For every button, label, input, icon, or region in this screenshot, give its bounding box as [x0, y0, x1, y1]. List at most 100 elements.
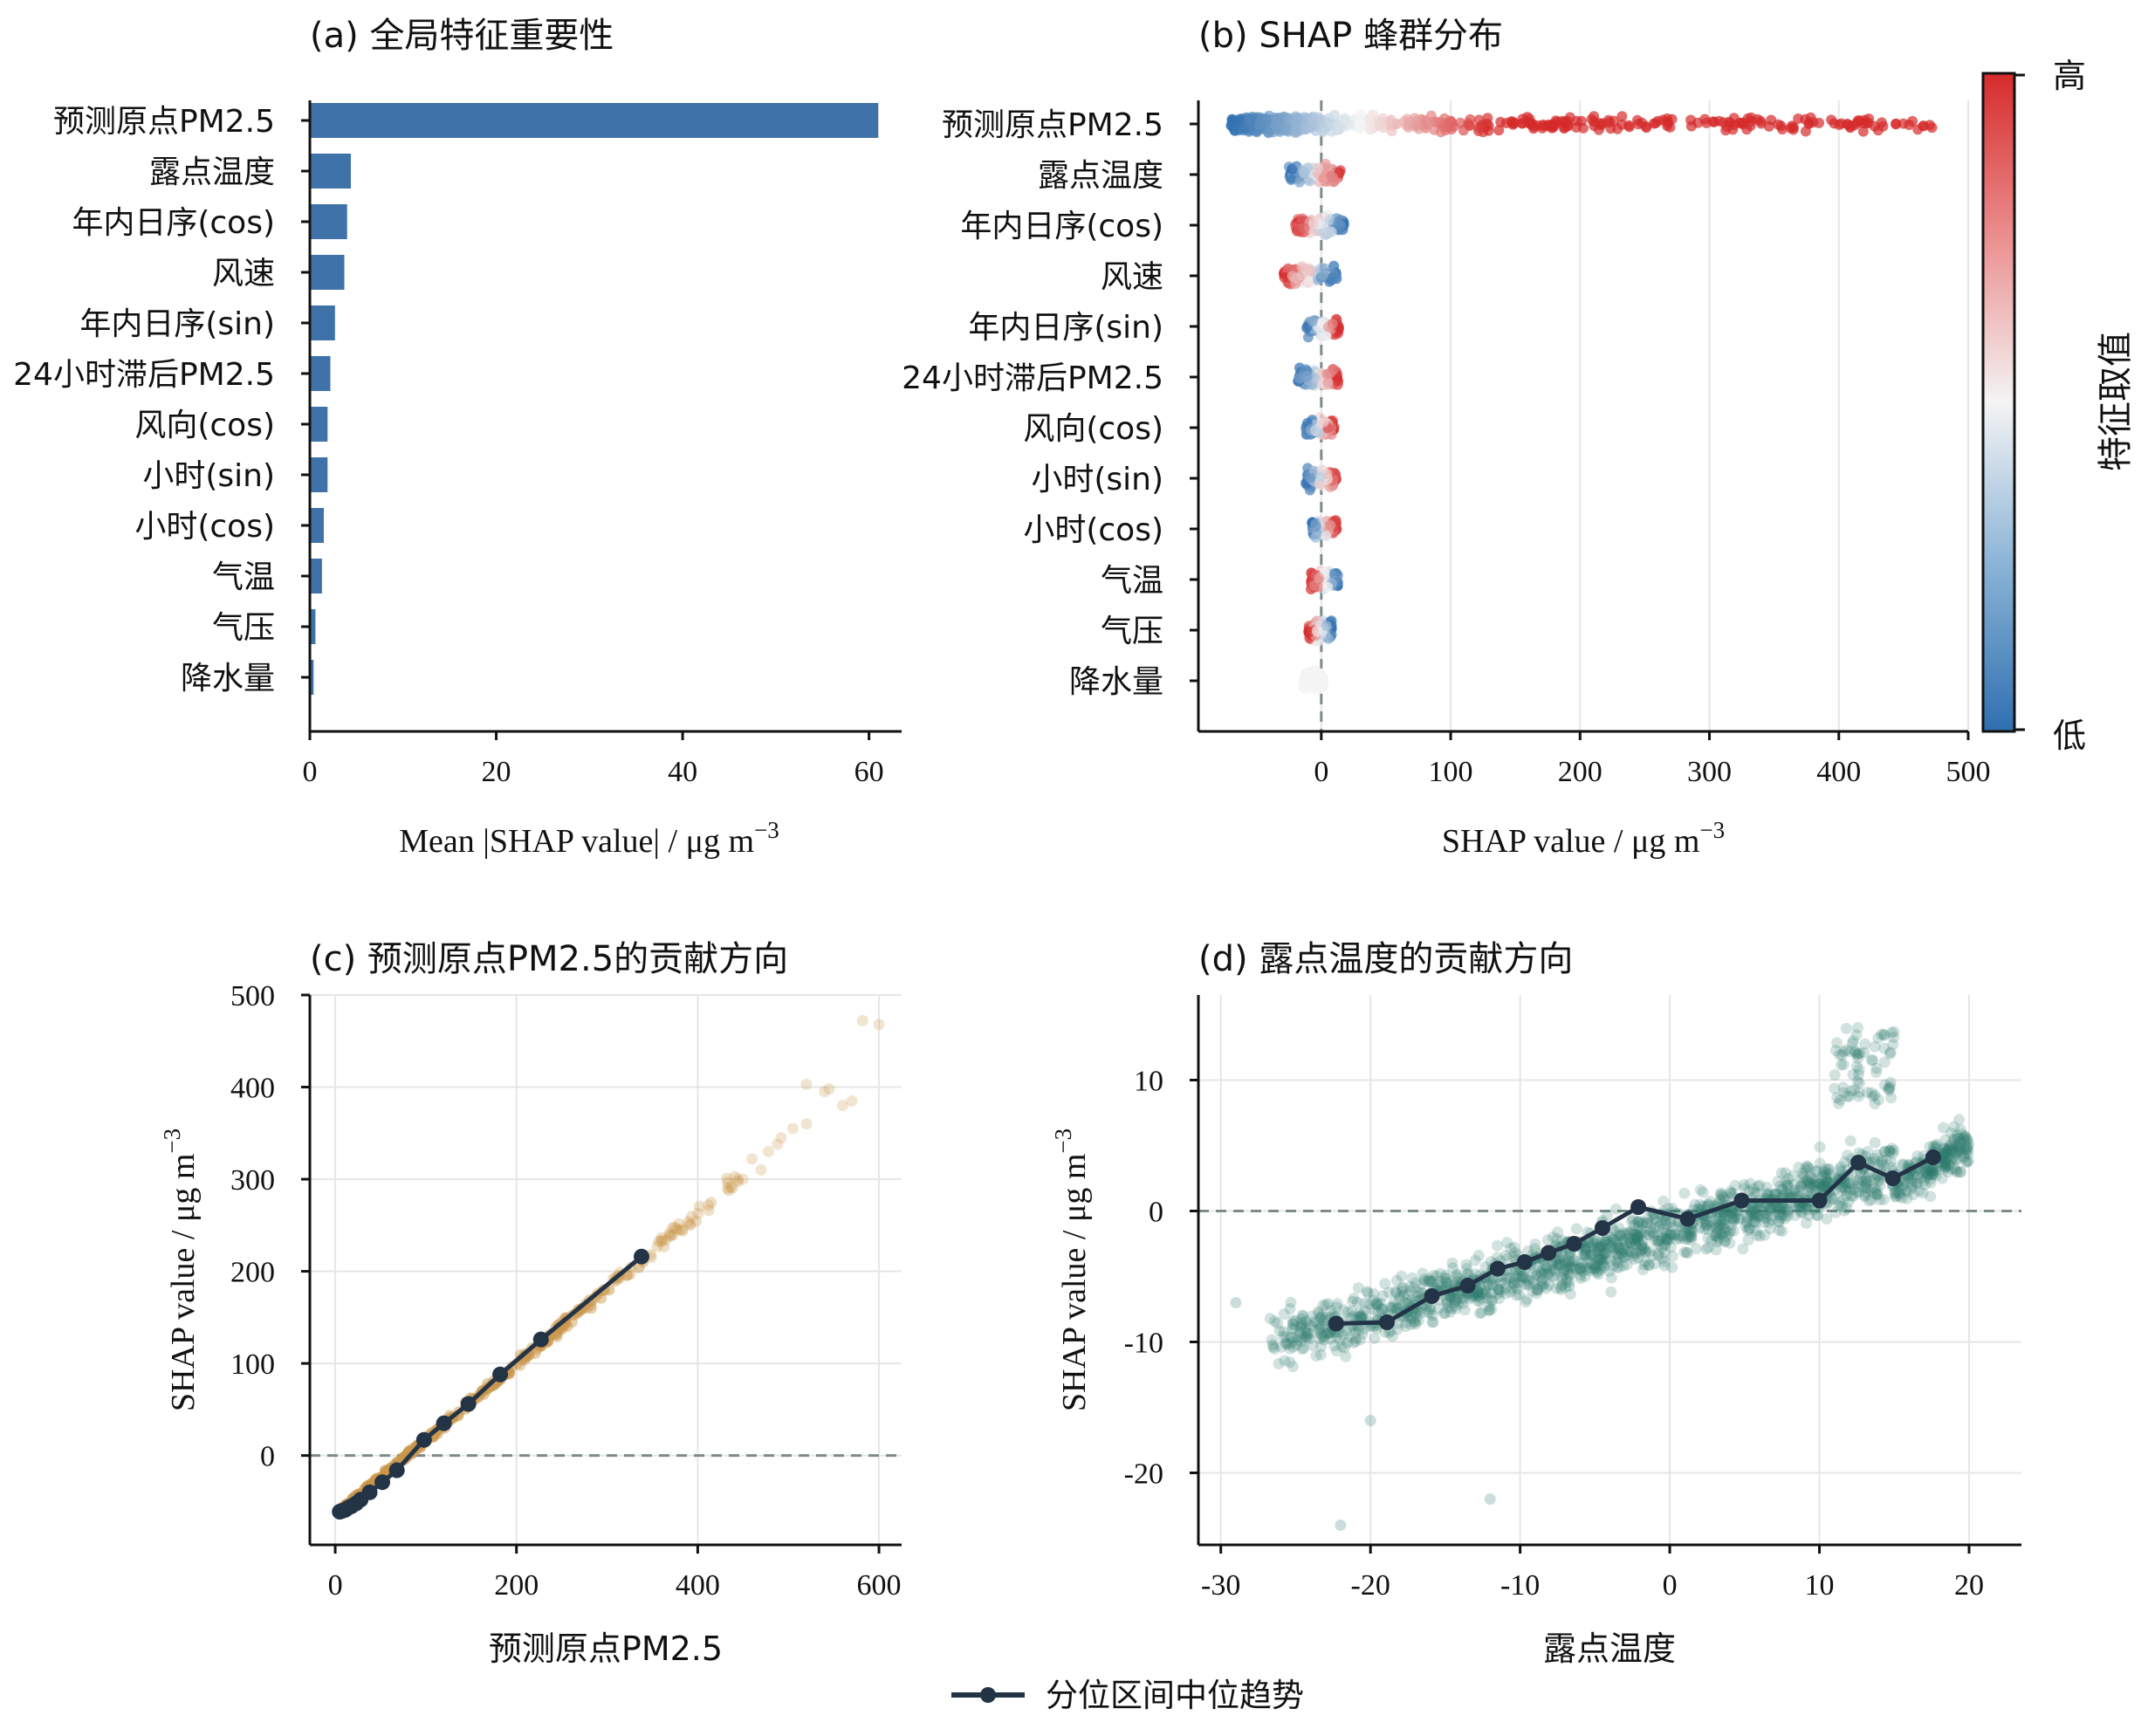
- panel-d-y-label: SHAP value / μg m−3: [1050, 1129, 1093, 1411]
- x-tick-label: 0: [328, 1569, 343, 1602]
- x-tick-label: -20: [1351, 1569, 1390, 1602]
- scatter-point: [856, 1015, 868, 1026]
- beeswarm-point: [1364, 113, 1376, 125]
- panel-c-x-label: 预测原点PM2.5: [489, 1630, 723, 1668]
- trend-marker: [1566, 1236, 1582, 1252]
- scatter-point: [1601, 1210, 1613, 1222]
- scatter-point: [800, 1078, 813, 1090]
- scatter-point: [1296, 1335, 1308, 1348]
- scatter-point: [1630, 1247, 1643, 1259]
- trend-marker: [1424, 1288, 1440, 1304]
- bar: [310, 154, 351, 189]
- scatter-point: [1844, 1135, 1856, 1147]
- y-tick-label: 露点温度: [149, 154, 275, 190]
- legend: 分位区间中位趋势: [951, 1677, 1304, 1714]
- scatter-point: [1379, 1278, 1391, 1290]
- scatter-point: [1351, 1296, 1363, 1308]
- y-tick-label: 400: [230, 1073, 275, 1105]
- panel-b-x-ticks: 0 100 200 300 400 500: [1314, 731, 1991, 788]
- scatter-point: [1884, 1046, 1897, 1059]
- panel-d: (d) 露点温度的贡献方向 -30 -20 -10 0 10 20 -20 -10 0 10 露…: [1050, 939, 2021, 1668]
- scatter-point: [1438, 1307, 1450, 1320]
- scatter-point: [1680, 1246, 1692, 1259]
- x-tick-label: 0: [1314, 756, 1328, 788]
- y-tick-label: 24小时滞后PM2.5: [902, 360, 1163, 396]
- scatter-point: [1273, 1325, 1286, 1337]
- beeswarm-point: [1483, 125, 1494, 136]
- panel-d-x-label: 露点温度: [1543, 1630, 1676, 1668]
- beeswarm-point: [1322, 377, 1334, 388]
- beeswarm-point: [1564, 112, 1575, 123]
- beeswarm-point: [1907, 115, 1918, 127]
- scatter-point: [1863, 1195, 1875, 1207]
- scatter-point: [1851, 1048, 1863, 1060]
- beeswarm-point: [1527, 118, 1538, 129]
- scatter-point: [1349, 1332, 1362, 1344]
- scatter-point: [1804, 1170, 1816, 1183]
- beeswarm-point: [1290, 115, 1301, 127]
- scatter-point: [1753, 1230, 1766, 1242]
- scatter-point: [1829, 1045, 1842, 1057]
- y-tick-label: 500: [230, 980, 275, 1012]
- beeswarm-point: [1793, 113, 1804, 124]
- beeswarm-point: [1299, 223, 1310, 234]
- scatter-point: [1339, 1341, 1350, 1354]
- beeswarm-point: [1301, 322, 1312, 333]
- x-tick-label: 60: [854, 756, 884, 788]
- scatter-point: [1922, 1168, 1934, 1180]
- panel-d-points: [1230, 1022, 1975, 1531]
- beeswarm-point: [1327, 172, 1338, 183]
- scatter-point: [1521, 1293, 1533, 1306]
- x-tick-label: 10: [1805, 1569, 1835, 1602]
- panel-c-y-ticks: 0 100 200 300 400 500: [230, 980, 310, 1473]
- trend-marker: [1679, 1211, 1696, 1227]
- beeswarm-point: [1263, 127, 1274, 139]
- scatter-point: [1840, 1044, 1852, 1056]
- x-tick-label: -10: [1500, 1569, 1540, 1602]
- panel-c-title: (c) 预测原点PM2.5的贡献方向: [310, 939, 788, 979]
- scatter-point: [1872, 1094, 1884, 1106]
- scatter-point: [1720, 1231, 1733, 1243]
- scatter-point: [823, 1083, 835, 1095]
- scatter-point: [1605, 1286, 1617, 1298]
- scatter-point: [1630, 1229, 1642, 1241]
- beeswarm-point: [1313, 162, 1324, 174]
- x-tick-label: -30: [1201, 1569, 1240, 1602]
- trend-marker: [388, 1462, 405, 1479]
- scatter-point: [1541, 1261, 1553, 1273]
- beeswarm-point: [1737, 119, 1748, 130]
- scatter-point: [1314, 1333, 1326, 1345]
- scatter-point: [1865, 1054, 1877, 1067]
- y-tick-label: 预测原点PM2.5: [942, 107, 1163, 143]
- scatter-point: [1554, 1254, 1566, 1266]
- scatter-point: [1230, 1297, 1242, 1308]
- beeswarm-point: [1294, 176, 1305, 188]
- y-tick-label: 风向(cos): [134, 408, 275, 443]
- trend-marker: [415, 1431, 432, 1448]
- beeswarm-point: [1685, 114, 1697, 126]
- beeswarm-point: [1315, 471, 1327, 483]
- trend-marker: [1328, 1315, 1344, 1332]
- beeswarm-point: [1788, 121, 1800, 133]
- panel-b-points: [1225, 109, 1938, 696]
- x-tick-label: 40: [668, 756, 697, 788]
- beeswarm-point: [1229, 116, 1240, 127]
- scatter-point: [1570, 1223, 1582, 1235]
- beeswarm-point: [1857, 126, 1869, 137]
- x-tick-label: 0: [303, 756, 318, 788]
- beeswarm-point: [1305, 472, 1316, 484]
- scatter-point: [692, 1207, 704, 1219]
- scatter-point: [1426, 1309, 1438, 1321]
- beeswarm-point: [1339, 114, 1350, 126]
- scatter-point: [1264, 1313, 1276, 1325]
- beeswarm-point: [1571, 122, 1582, 133]
- y-tick-label: 200: [230, 1257, 275, 1289]
- trend-marker: [1489, 1260, 1506, 1277]
- scatter-point: [786, 1122, 799, 1135]
- beeswarm-point: [1331, 374, 1342, 386]
- beeswarm-point: [1507, 119, 1519, 130]
- beeswarm-point: [1311, 626, 1322, 637]
- y-tick-label: 风速: [212, 256, 275, 292]
- beeswarm-point: [1537, 122, 1548, 134]
